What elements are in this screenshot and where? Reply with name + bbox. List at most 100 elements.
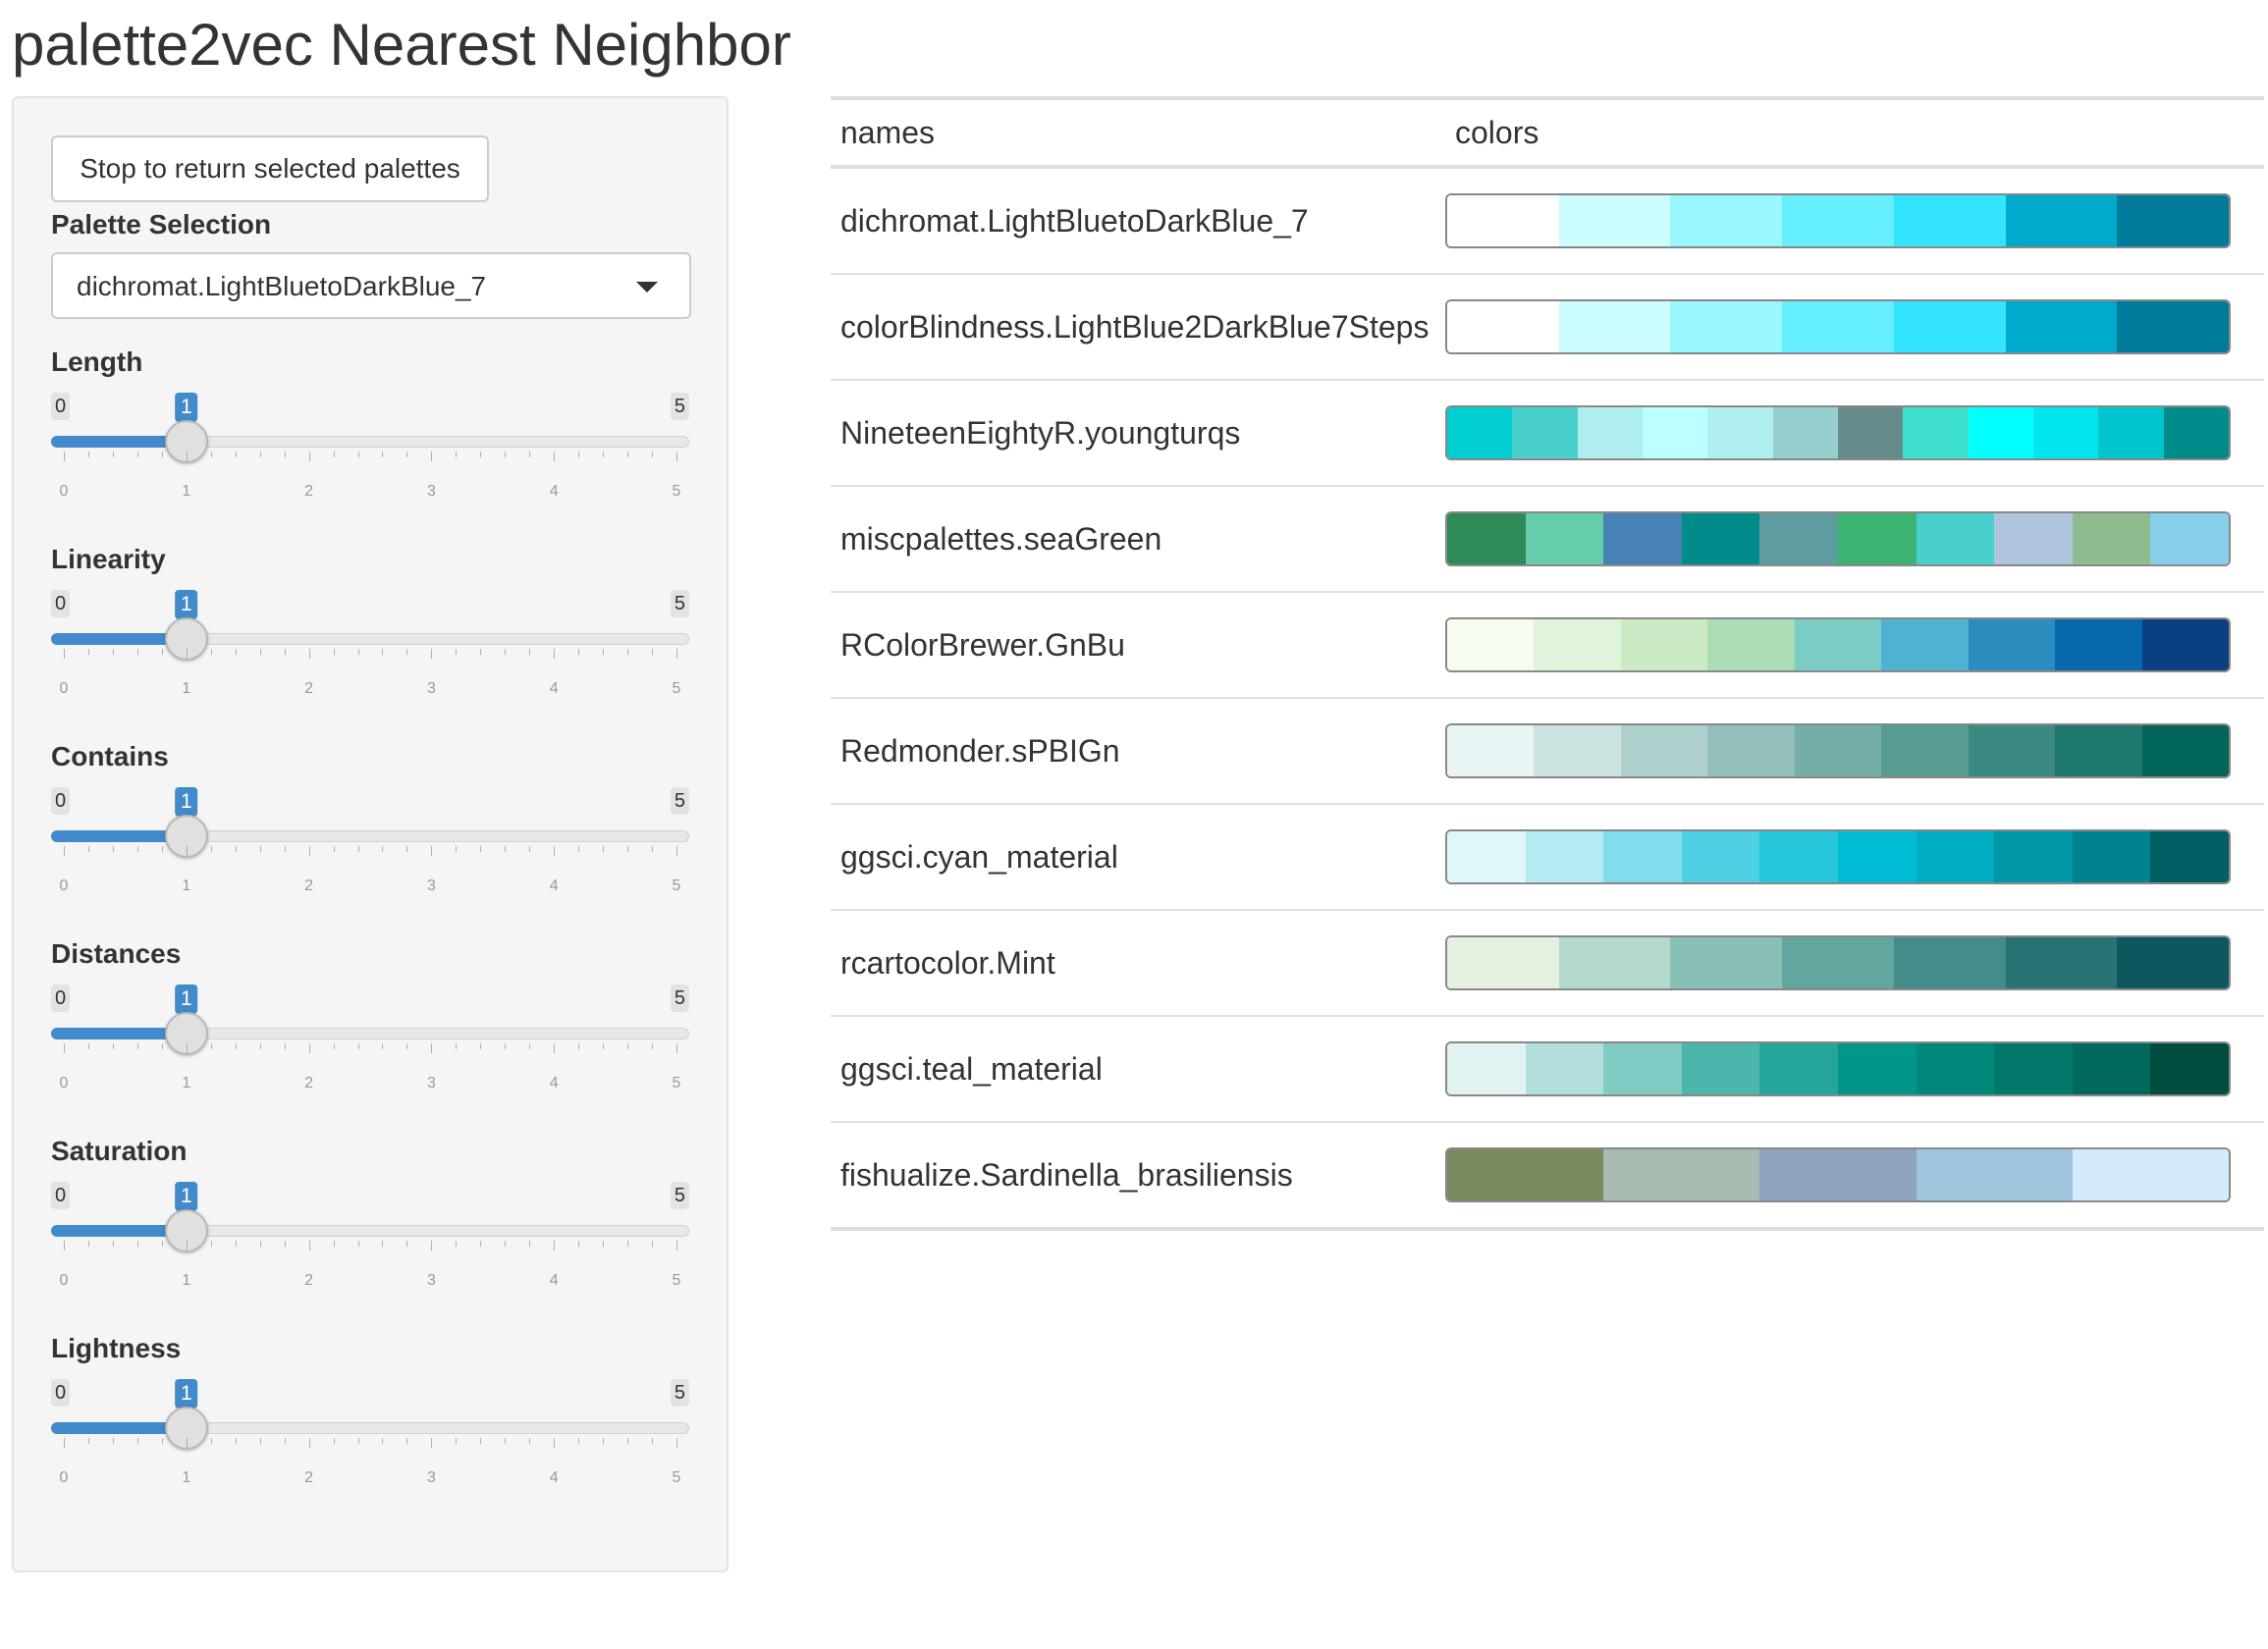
color-swatch	[1447, 513, 1526, 564]
color-swatch	[1603, 513, 1682, 564]
color-swatch	[1620, 725, 1708, 776]
saturation-slider-fill	[51, 1225, 187, 1237]
linearity-value-badge: 1	[174, 590, 198, 619]
slider-tick	[235, 649, 237, 655]
slider-tick	[87, 1241, 89, 1247]
palette-colors-cell	[1445, 592, 2264, 699]
slider-tick	[308, 846, 310, 856]
stop-return-palettes-button[interactable]: Stop to return selected palettes	[51, 135, 489, 202]
slider-tick	[603, 1043, 605, 1049]
slider-tick	[627, 649, 629, 655]
slider-tick	[308, 1043, 310, 1053]
slider-tick	[210, 452, 212, 457]
slider-tick	[456, 452, 458, 457]
slider-tick-label: 2	[304, 1272, 314, 1289]
contains-max-badge: 5	[670, 787, 689, 815]
color-swatch	[1577, 407, 1643, 458]
slider-tick	[186, 1043, 188, 1053]
results-panel: names colors dichromat.LightBluetoDarkBl…	[831, 96, 2264, 1231]
slider-tick	[308, 649, 310, 659]
slider-tick	[676, 1438, 677, 1448]
palette-colors-cell	[1445, 274, 2264, 381]
column-header-colors: colors	[1445, 96, 2264, 169]
column-header-names: names	[831, 96, 1445, 169]
slider-tick	[627, 1043, 629, 1049]
slider-tick	[529, 1438, 531, 1444]
slider-tick	[235, 1241, 237, 1247]
slider-tick	[333, 1438, 335, 1444]
slider-tick	[210, 846, 212, 852]
color-swatch	[1447, 195, 1559, 246]
color-swatch	[1837, 513, 1917, 564]
palette-selection-dropdown[interactable]: dichromat.LightBluetoDarkBlue_7	[51, 252, 691, 319]
slider-tick	[480, 1241, 482, 1247]
slider-tick	[554, 649, 556, 659]
slider-tick	[259, 1241, 261, 1247]
slider-tick	[431, 846, 433, 856]
color-swatch	[1447, 725, 1535, 776]
distances-slider-label: Distances	[51, 938, 182, 969]
palette-swatch-bar	[1445, 829, 2231, 884]
color-swatch	[2072, 831, 2151, 882]
color-swatch	[1525, 831, 1604, 882]
length-slider[interactable]: Length 0 5 1 0 1 2 3 4 5	[51, 346, 689, 500]
saturation-slider[interactable]: Saturation 0 5 1 0 1 2 3 4 5	[51, 1135, 689, 1289]
slider-tick-label: 5	[672, 878, 681, 894]
distances-slider[interactable]: Distances 0 5 1 0 1 2 3 4 5	[51, 937, 689, 1091]
color-swatch	[1525, 513, 1604, 564]
slider-tick-label: 1	[182, 1075, 191, 1091]
color-swatch	[1558, 937, 1671, 988]
color-swatch	[2098, 407, 2164, 458]
saturation-value-badge: 1	[174, 1182, 198, 1211]
slider-tick	[456, 1043, 458, 1049]
slider-tick	[529, 1241, 531, 1247]
slider-tick-label: 1	[182, 483, 191, 500]
color-swatch	[1603, 1149, 1760, 1200]
slider-tick	[259, 846, 261, 852]
table-row: colorBlindness.LightBlue2DarkBlue7Steps	[831, 274, 2264, 381]
slider-tick	[627, 846, 629, 852]
linearity-slider-handle[interactable]	[164, 617, 208, 661]
slider-tick	[112, 452, 114, 457]
linearity-slider-label: Linearity	[51, 544, 166, 574]
slider-tick	[112, 1043, 114, 1049]
slider-tick	[210, 649, 212, 655]
slider-tick	[64, 1241, 65, 1250]
slider-tick-label: 5	[672, 1469, 681, 1486]
color-swatch	[1782, 195, 1894, 246]
color-swatch	[2055, 619, 2142, 670]
palette-selection-label: Palette Selection	[51, 209, 272, 239]
slider-tick	[652, 1043, 654, 1049]
slider-tick	[431, 649, 433, 659]
contains-slider[interactable]: Contains 0 5 1 0 1 2 3 4 5	[51, 740, 689, 894]
slider-tick-label: 5	[672, 1272, 681, 1289]
linearity-slider[interactable]: Linearity 0 5 1 0 1 2 3 4 5	[51, 543, 689, 697]
color-swatch	[1759, 1149, 1917, 1200]
table-row: rcartocolor.Mint	[831, 910, 2264, 1017]
slider-tick	[676, 846, 677, 856]
palette-colors-cell	[1445, 910, 2264, 1017]
contains-min-badge: 0	[51, 787, 71, 815]
lightness-slider-label: Lightness	[51, 1333, 182, 1363]
slider-tick	[333, 1043, 335, 1049]
color-swatch	[1903, 407, 1969, 458]
palette-swatch-bar	[1445, 193, 2231, 248]
color-swatch	[1881, 619, 1969, 670]
color-swatch	[1994, 513, 2073, 564]
palette-name-cell: dichromat.LightBluetoDarkBlue_7	[831, 167, 1445, 275]
saturation-slider-ticks: 0 1 2 3 4 5	[51, 1241, 689, 1289]
linearity-slider-fill	[51, 633, 187, 645]
color-swatch	[1837, 407, 1904, 458]
slider-tick	[210, 1241, 212, 1247]
slider-tick	[505, 649, 507, 655]
slider-tick-label: 1	[182, 878, 191, 894]
saturation-slider-handle[interactable]	[164, 1209, 208, 1252]
slider-tick	[87, 1438, 89, 1444]
color-swatch	[1893, 301, 2006, 352]
slider-tick	[382, 649, 384, 655]
color-swatch	[1994, 1043, 2073, 1094]
color-swatch	[1681, 513, 1760, 564]
slider-tick	[87, 1043, 89, 1049]
lightness-slider[interactable]: Lightness 0 5 1 0 1 2 3 4 5	[51, 1332, 689, 1486]
color-swatch	[1447, 407, 1513, 458]
